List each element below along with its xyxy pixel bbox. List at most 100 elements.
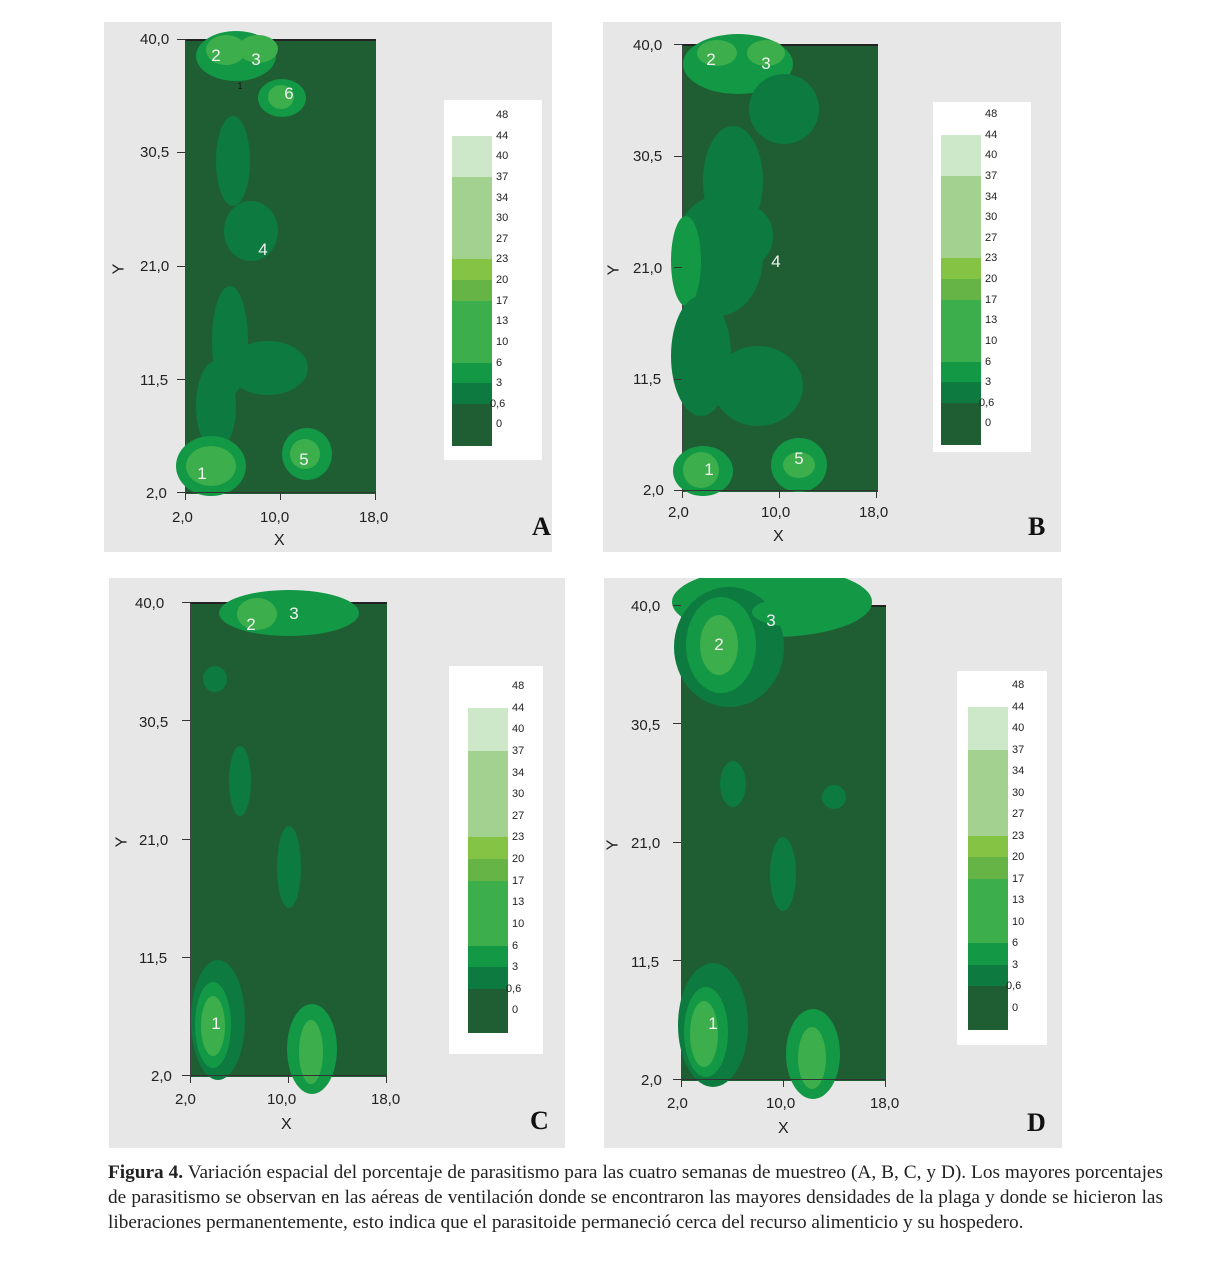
legend-band [452, 383, 492, 405]
legend-band [968, 878, 1008, 901]
legend-d: 48 44 40 37 34 30 27 23 20 17 13 10 6 3 0,6 0 [957, 671, 1047, 1045]
legend-band [452, 259, 492, 281]
figure-caption: Figura 4. Variación espacial del porcent… [108, 1160, 1163, 1235]
legend-band [968, 749, 1008, 772]
marker-b-1: 1 [704, 460, 714, 479]
legend-label: 48 [985, 108, 998, 120]
legend-label: 40 [985, 149, 998, 162]
legend-band [941, 340, 981, 362]
legend-c: 48 44 40 37 34 30 27 23 20 17 13 10 6 3 0,6 0 [449, 666, 543, 1054]
marker-c-2: 2 [246, 615, 256, 634]
legend-band [941, 217, 981, 239]
legend-label: 6 [496, 356, 503, 369]
legend-band [968, 771, 1008, 793]
xtick-d-10: 10,0 [766, 1095, 796, 1112]
ytick-b-11: 11,5 [633, 371, 662, 388]
legend-band [968, 921, 1008, 944]
legend-band [941, 382, 981, 404]
ytick-d-2: 2,0 [641, 1072, 662, 1089]
panel-a: 1 2 3 4 5 6 1 40,0 30,5 21,0 11,5 2,0 2,… [104, 22, 552, 552]
legend-label: 0 [1012, 1001, 1019, 1014]
legend-label: 6 [512, 939, 519, 952]
legend-band [968, 857, 1008, 879]
ytick-d-30: 30,5 [631, 717, 661, 734]
legend-band [452, 176, 492, 198]
legend-label: 23 [496, 253, 509, 266]
legend-label: 10 [496, 335, 509, 348]
legend-label: 6 [1012, 937, 1019, 949]
legend-band [468, 729, 508, 752]
xtick-b-10: 10,0 [761, 504, 791, 521]
legend-label: 30 [985, 211, 998, 224]
legend-band [968, 792, 1008, 815]
legend-band [968, 986, 1008, 1008]
marker-b-3: 3 [761, 54, 771, 73]
legend-label: 17 [1012, 872, 1025, 885]
legend-band [468, 945, 508, 968]
legend-band [452, 321, 492, 343]
legend-band [468, 1010, 508, 1033]
legend-label: 44 [512, 701, 525, 714]
ytick-a-2: 2,0 [146, 485, 167, 502]
legend-label: 30 [496, 212, 509, 225]
heatmap-plot-b [671, 34, 878, 496]
legend-band [968, 1007, 1008, 1030]
legend-label: 3 [1012, 958, 1019, 971]
legend-label: 0,6 [490, 397, 506, 410]
heatmap-plot-c [190, 590, 387, 1094]
marker-b-4: 4 [771, 252, 781, 271]
legend-label: 48 [512, 680, 525, 692]
ytick-a-30: 30,5 [140, 144, 170, 161]
legend-label: 23 [512, 831, 525, 844]
legend-label: 27 [1012, 808, 1025, 820]
caption-text: Variación espacial del porcentaje de par… [108, 1162, 1163, 1233]
legend-band [968, 835, 1008, 858]
legend-label: 30 [1012, 786, 1025, 799]
heatmap-plot-a [176, 31, 376, 496]
legend-label: 44 [496, 129, 509, 142]
panel-c: 1 2 3 40,0 30,5 21,0 11,5 2,0 2,0 10,0 1… [109, 578, 565, 1148]
legend-band [468, 902, 508, 925]
legend-label: 0 [985, 417, 992, 430]
ytick-b-2: 2,0 [643, 482, 664, 499]
panel-d: 1 2 3 40,0 30,5 21,0 11,5 2,0 2,0 10,0 1… [604, 578, 1062, 1148]
legend-band [468, 707, 508, 730]
ylabel-c: Y [113, 836, 131, 848]
legend-label: 23 [985, 252, 998, 265]
legend-label: 13 [985, 314, 998, 327]
legend-band [452, 156, 492, 178]
ytick-c-30: 30,5 [139, 714, 169, 731]
legend-label: 34 [1012, 765, 1025, 777]
xlabel-c: X [281, 1116, 292, 1133]
legend-label: 17 [496, 294, 509, 307]
legend-band [468, 750, 508, 773]
legend-label: 44 [985, 128, 998, 141]
legend-label: 37 [496, 170, 509, 183]
xtick-c-2: 2,0 [175, 1091, 196, 1108]
legend-band [452, 115, 492, 137]
legend-label: 20 [985, 273, 998, 285]
legend-band [941, 279, 981, 301]
marker-a-5: 5 [299, 450, 309, 469]
marker-c-3: 3 [289, 604, 299, 623]
ytick-a-11: 11,5 [140, 372, 169, 389]
legend-label: 27 [512, 809, 525, 822]
legend-label: 27 [985, 231, 998, 244]
legend-label: 17 [512, 874, 525, 887]
legend-band [968, 900, 1008, 922]
legend-band [468, 686, 508, 709]
panel-letter-b: B [1028, 512, 1046, 541]
legend-b: 48 44 40 37 34 30 27 23 20 17 13 10 6 3 0,6 0 [933, 102, 1031, 452]
legend-band [452, 238, 492, 260]
xtick-a-10: 10,0 [260, 509, 290, 526]
legend-label: 3 [512, 961, 519, 974]
legend-label: 40 [512, 723, 525, 736]
xlabel-a: X [274, 532, 285, 549]
marker-a-3: 3 [251, 50, 261, 69]
legend-band [452, 135, 492, 157]
legend-label: 10 [512, 917, 525, 930]
caption-label: Figura 4. [108, 1162, 184, 1183]
legend-band [968, 728, 1008, 750]
legend-label: 17 [985, 293, 998, 306]
legend-label: 6 [985, 355, 992, 368]
